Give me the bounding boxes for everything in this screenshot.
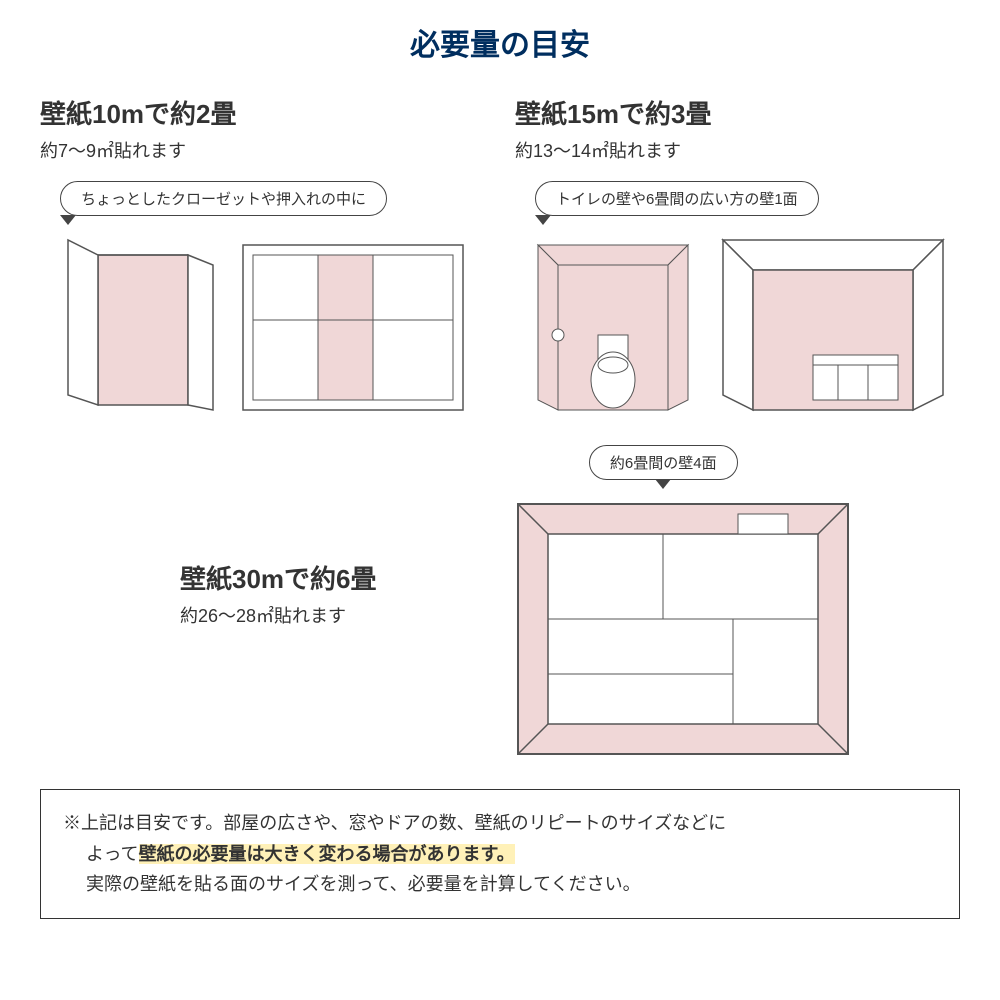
heading-15m: 壁紙15mで約3畳 [515,94,960,131]
footer-note: ※上記は目安です。部屋の広さや、窓やドアの数、壁紙のリピートのサイズなどに よっ… [40,789,960,919]
callout-30m: 約6畳間の壁4面 [589,445,738,480]
section-30m-text: 壁紙30mで約6畳 約26～28㎡貼れます [40,559,377,646]
callout-wrap-30m: 約6畳間の壁4面 [589,445,778,489]
section-30m-illus: 約6畳間の壁4面 [407,445,961,759]
sub-30m: 約26～28㎡貼れます [180,602,377,628]
illus-row-10m [40,235,485,415]
callout-wrap-15m: トイレの壁や6畳間の広い方の壁1面 [515,181,960,225]
illus-row-15m [515,235,960,415]
sections-grid: 壁紙10mで約2畳 約7～9㎡貼れます ちょっとしたクローゼットや押入れの中に [40,94,960,759]
section-30m: 壁紙30mで約6畳 約26～28㎡貼れます 約6畳間の壁4面 [40,445,960,759]
sliding-closet-illustration [238,235,468,415]
callout-tail-icon [655,479,671,489]
callout-tail-icon [535,215,551,225]
heading-30m: 壁紙30mで約6畳 [180,559,377,596]
footer-line1: ※上記は目安です。部屋の広さや、窓やドアの数、壁紙のリピートのサイズなどに [63,813,726,833]
room-four-walls-illustration [513,499,853,759]
page-title: 必要量の目安 [40,20,960,64]
section-10m: 壁紙10mで約2畳 約7～9㎡貼れます ちょっとしたクローゼットや押入れの中に [40,94,485,415]
sub-10m: 約7～9㎡貼れます [40,137,485,163]
section-15m: 壁紙15mで約3畳 約13～14㎡貼れます トイレの壁や6畳間の広い方の壁1面 [515,94,960,415]
footer-line3: 実際の壁紙を貼る面のサイズを測って、必要量を計算してください。 [63,874,641,894]
footer-line2-prefix: よって [63,844,139,864]
callout-10m: ちょっとしたクローゼットや押入れの中に [60,181,387,216]
callout-15m: トイレの壁や6畳間の広い方の壁1面 [535,181,819,216]
room-one-wall-illustration [718,235,948,415]
closet-illustration [58,235,218,415]
toilet-room-illustration [528,235,698,415]
callout-wrap-10m: ちょっとしたクローゼットや押入れの中に [40,181,485,225]
heading-10m: 壁紙10mで約2畳 [40,94,485,131]
callout-tail-icon [60,215,76,225]
footer-line2-highlight: 壁紙の必要量は大きく変わる場合があります。 [139,844,515,864]
sub-15m: 約13～14㎡貼れます [515,137,960,163]
